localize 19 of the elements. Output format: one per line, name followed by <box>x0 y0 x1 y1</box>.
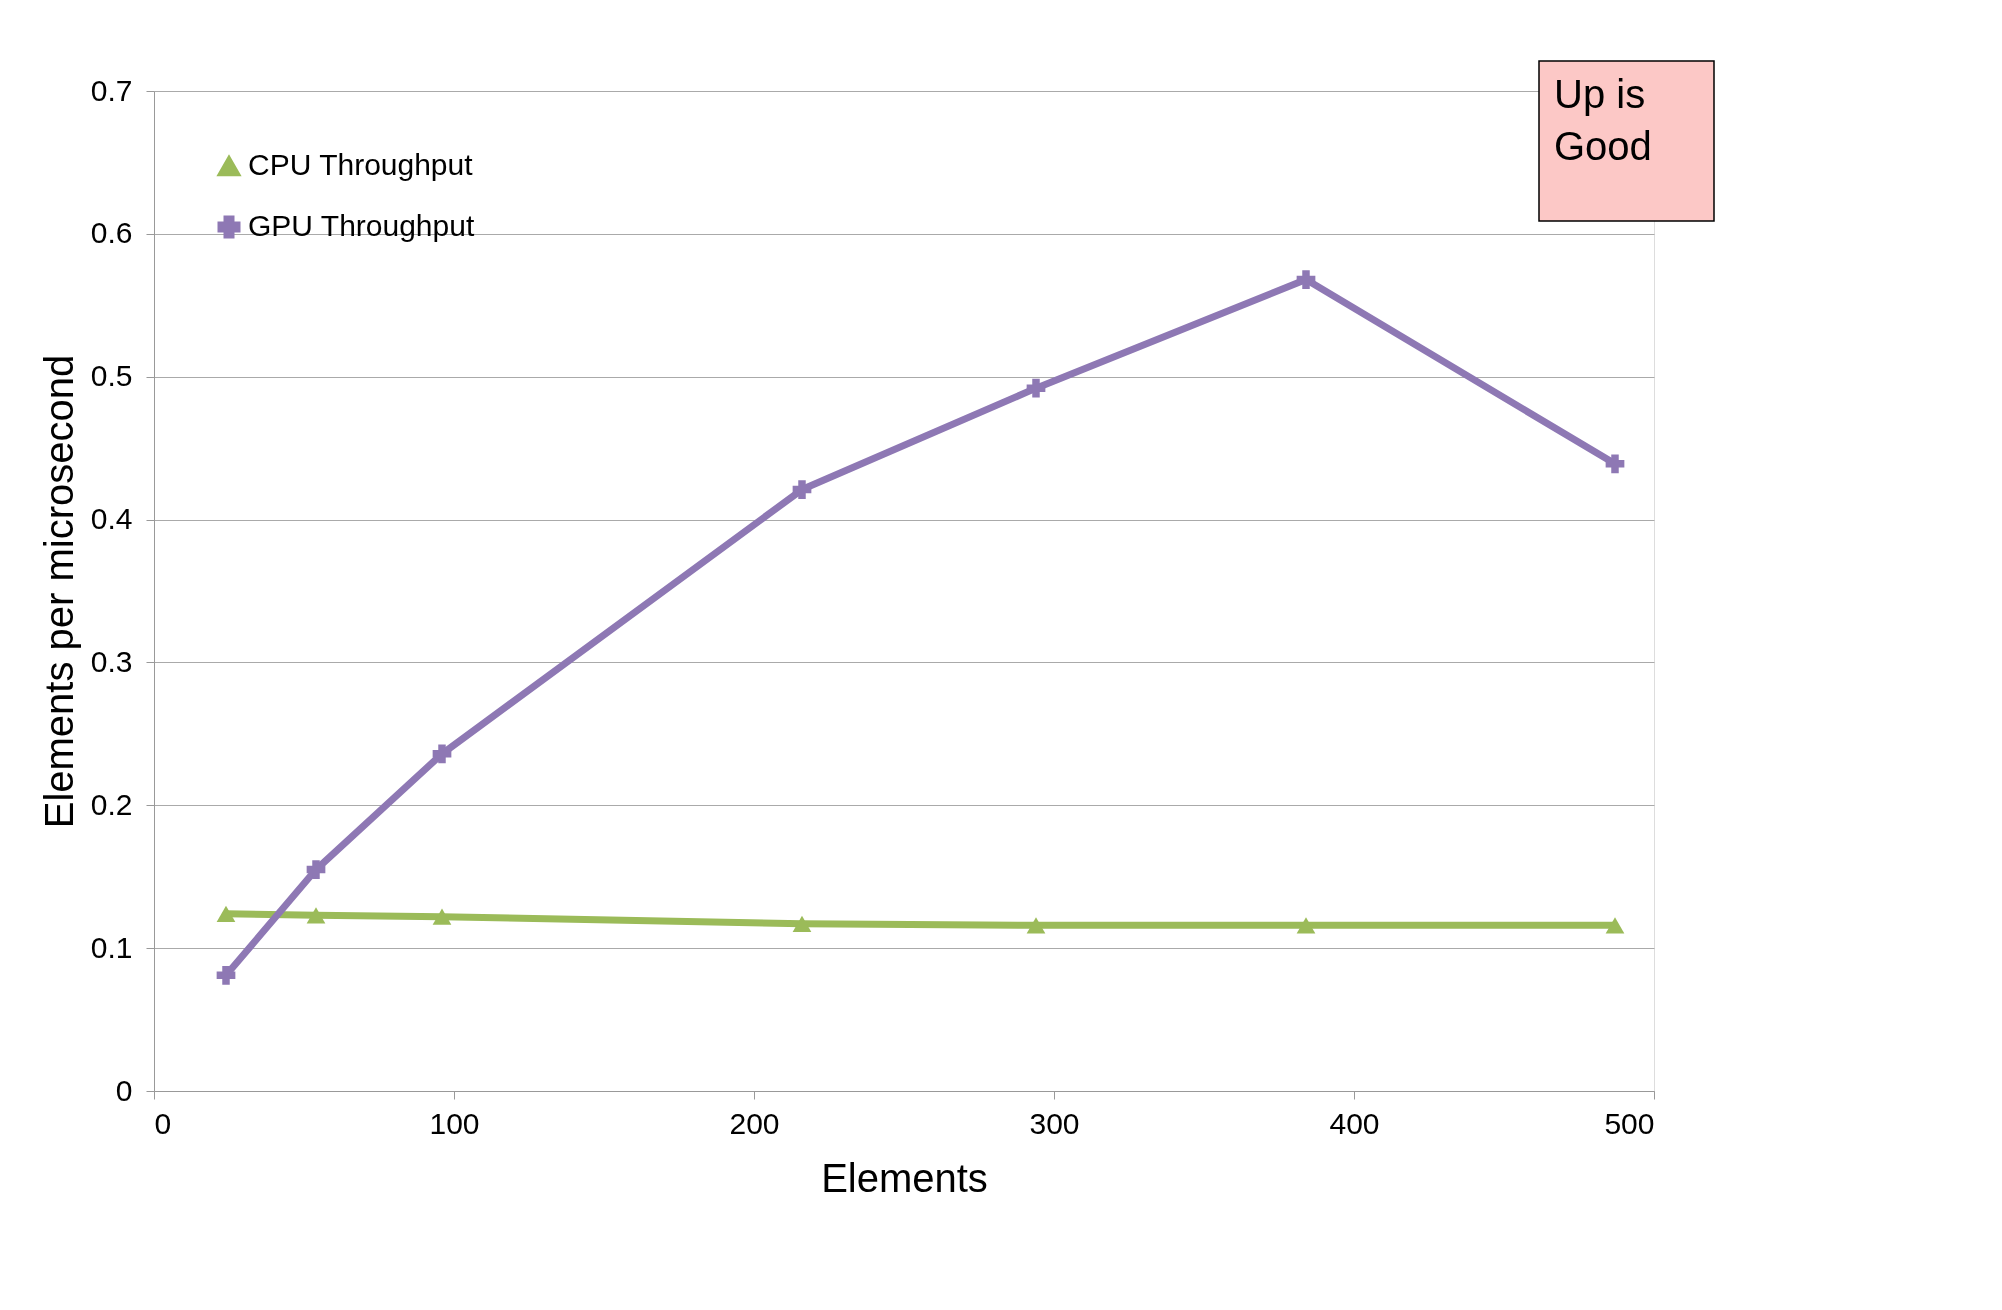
x-tick-label: 500 <box>1604 1106 1655 1140</box>
x-axis-title: Elements <box>821 1155 988 1200</box>
x-tick-label: 100 <box>429 1106 480 1140</box>
x-tick-label: 300 <box>1029 1106 1080 1140</box>
y-tick-label: 0 <box>115 1073 133 1107</box>
x-tick-label: 200 <box>729 1106 780 1140</box>
y-tick-label: 0.6 <box>90 216 133 250</box>
y-axis-title: Elements per microsecond <box>36 354 81 829</box>
y-tick-label: 0.1 <box>90 930 133 964</box>
legend-label: GPU Throughput <box>248 209 475 242</box>
y-tick-label: 0.2 <box>90 787 133 821</box>
y-tick-label: 0.4 <box>90 502 133 536</box>
y-tick-label: 0.7 <box>90 73 133 107</box>
x-tick-label: 400 <box>1329 1106 1380 1140</box>
annotation: Up is Good <box>1554 72 1652 168</box>
x-tick-label: 0 <box>154 1106 172 1140</box>
y-tick-label: 0.5 <box>90 359 133 393</box>
y-tick-label: 0.3 <box>90 644 133 678</box>
legend-label: CPU Throughput <box>248 148 474 181</box>
